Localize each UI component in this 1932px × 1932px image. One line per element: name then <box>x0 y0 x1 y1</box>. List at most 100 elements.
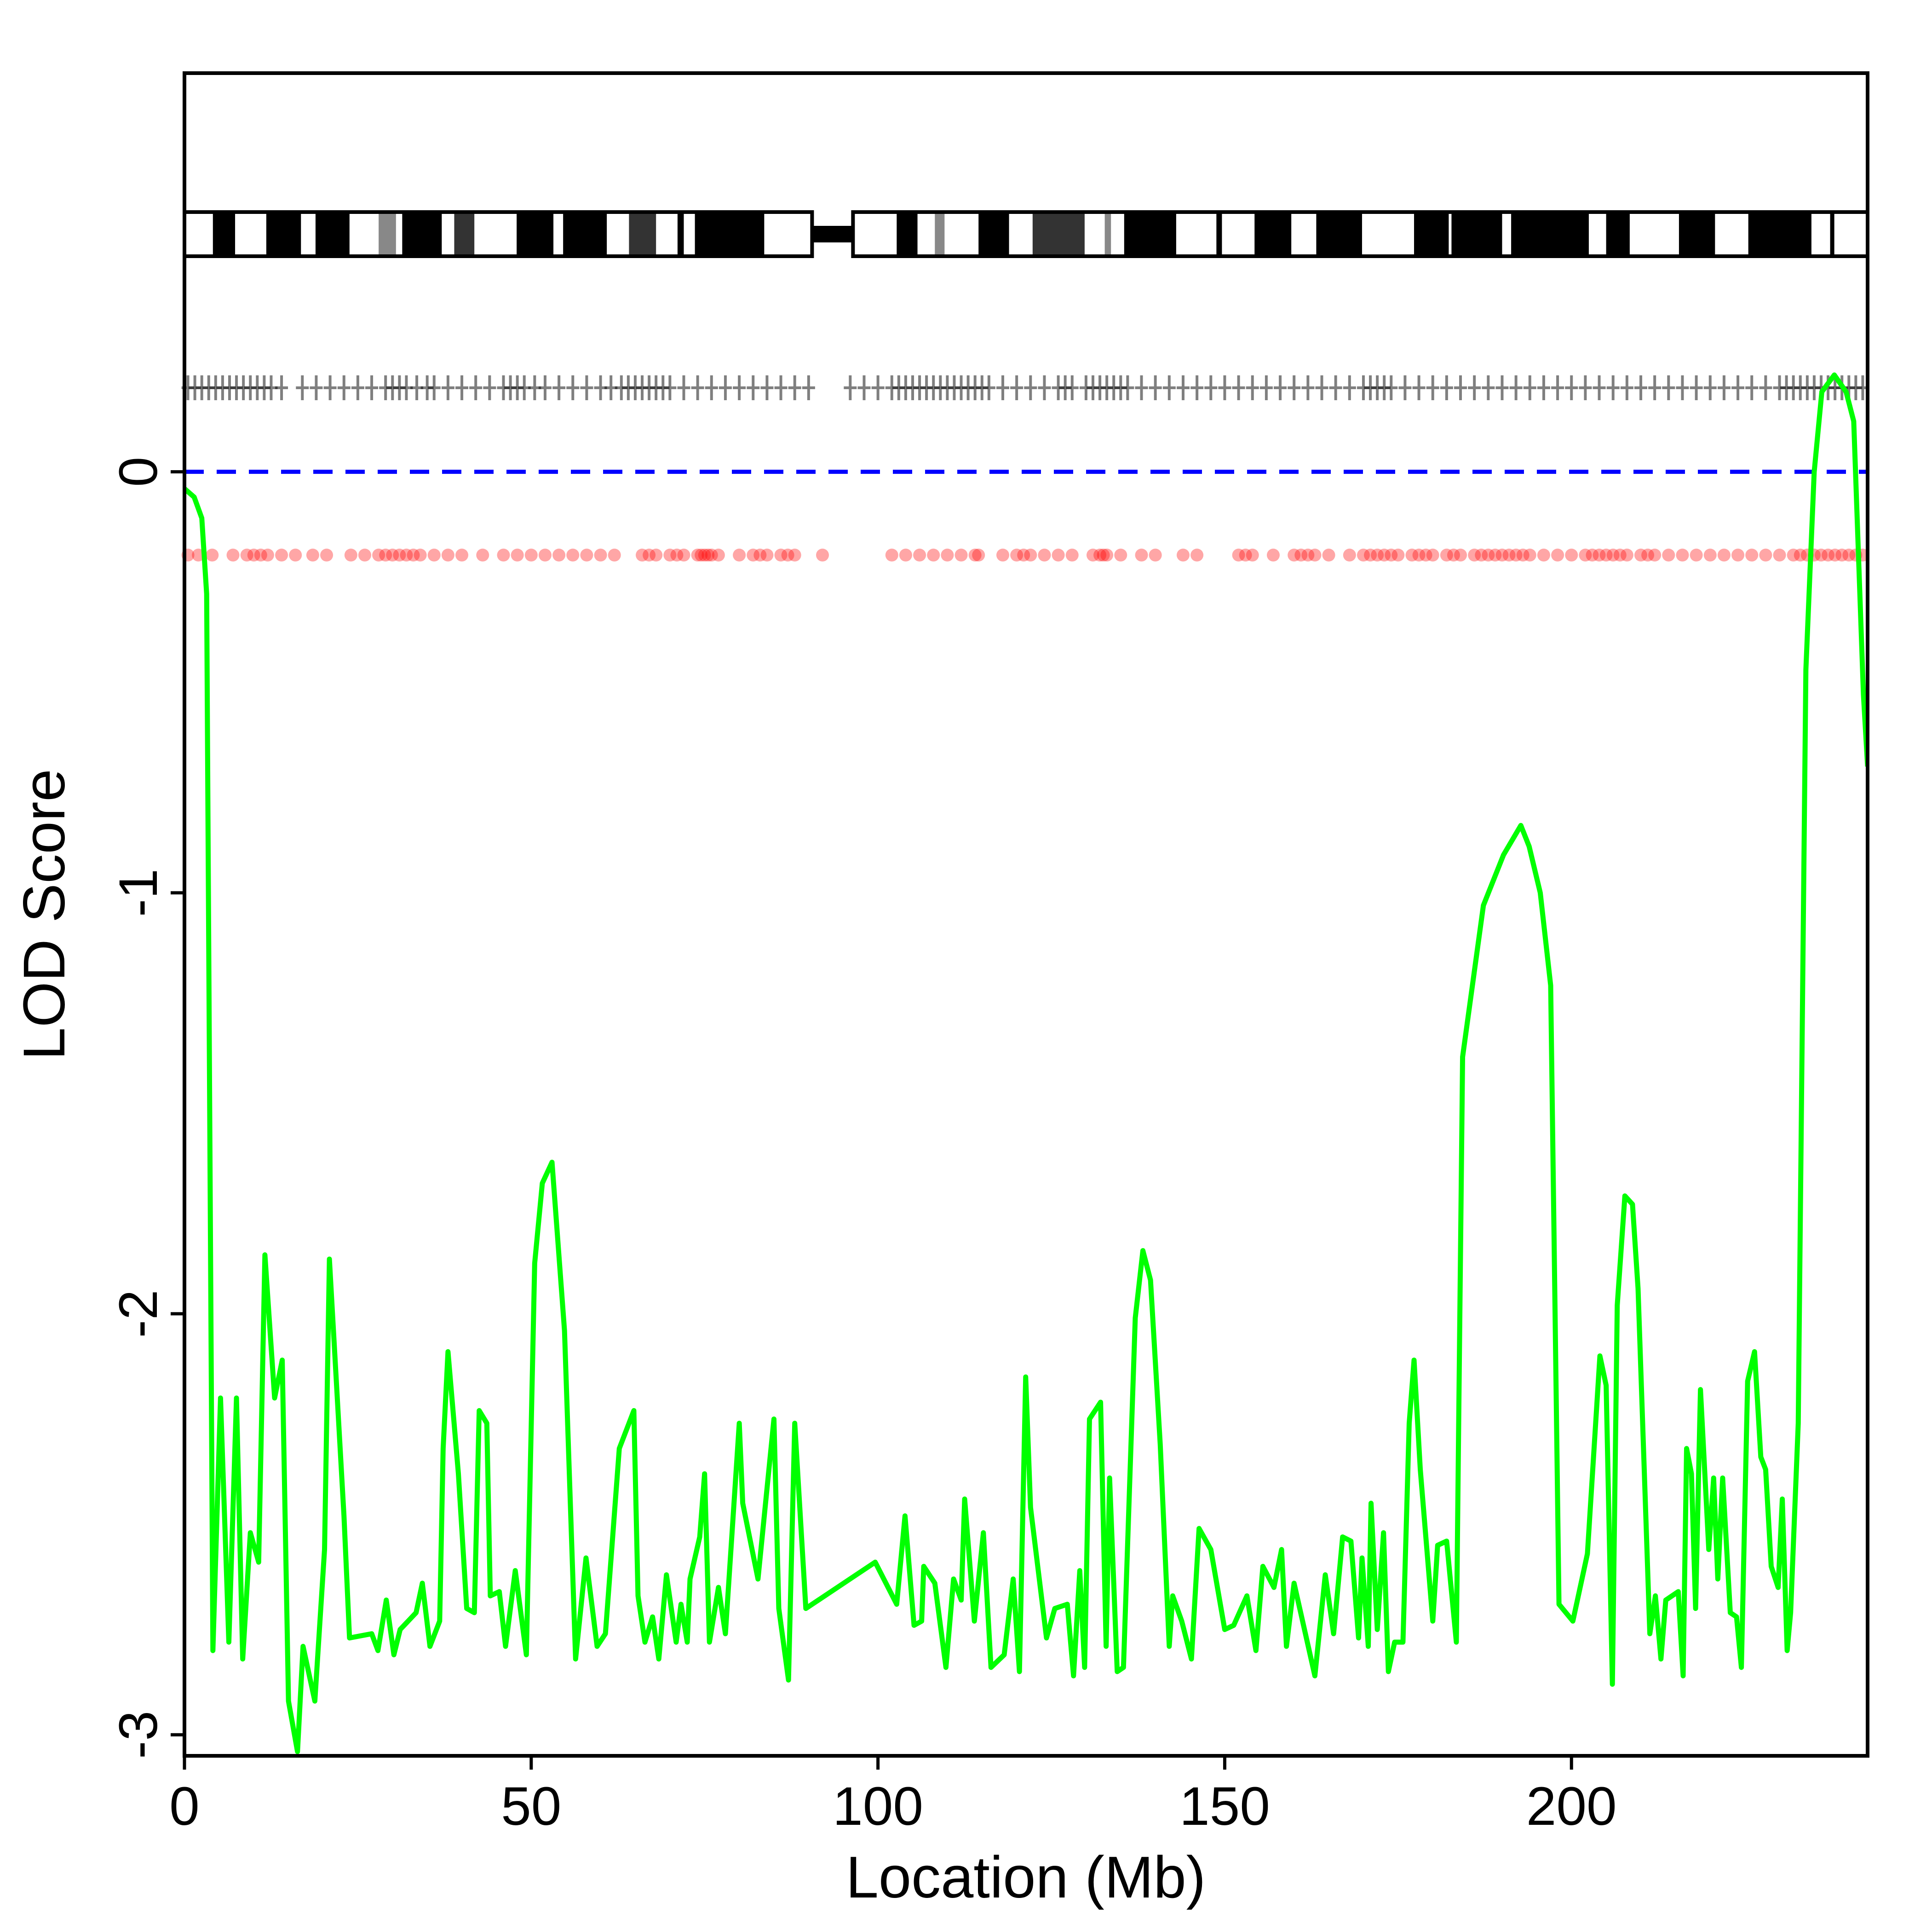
snp <box>712 548 725 562</box>
marker <box>469 375 483 400</box>
marker <box>1315 375 1328 400</box>
snp <box>691 548 704 562</box>
marker <box>1232 375 1245 400</box>
marker <box>1703 375 1717 400</box>
marker <box>441 375 454 400</box>
snp <box>1495 548 1509 562</box>
marker <box>566 375 580 400</box>
snp <box>1731 548 1745 562</box>
snp <box>1606 548 1620 562</box>
marker <box>774 375 788 400</box>
marker <box>365 375 379 400</box>
marker <box>1024 375 1037 400</box>
snp <box>344 548 357 562</box>
snp <box>1412 548 1426 562</box>
centromere <box>812 226 853 242</box>
snp <box>702 548 715 562</box>
snp <box>1052 548 1065 562</box>
snp <box>566 548 580 562</box>
snp <box>497 548 510 562</box>
marker <box>802 375 815 400</box>
marker <box>337 375 351 400</box>
marker <box>1246 375 1259 400</box>
snp <box>1509 548 1523 562</box>
marker <box>857 375 871 400</box>
snp <box>1787 548 1800 562</box>
snp <box>1482 548 1495 562</box>
marker <box>760 375 774 400</box>
marker <box>1398 375 1412 400</box>
snp <box>1551 548 1564 562</box>
ideogram-band <box>379 212 396 256</box>
snp <box>1038 548 1051 562</box>
snp <box>968 548 982 562</box>
ideogram-band <box>402 212 442 256</box>
snp <box>1599 548 1613 562</box>
snp <box>670 548 684 562</box>
snp <box>320 548 334 562</box>
snp <box>1017 548 1030 562</box>
marker <box>552 375 566 400</box>
snp <box>1392 548 1405 562</box>
marker <box>1204 375 1218 400</box>
snp <box>643 548 656 562</box>
marker <box>1343 375 1356 400</box>
snp <box>650 548 663 562</box>
snp <box>1065 548 1079 562</box>
marker <box>1065 375 1079 400</box>
snp <box>1447 548 1460 562</box>
marker <box>871 375 885 400</box>
snp <box>358 548 371 562</box>
marker <box>1454 375 1467 400</box>
snp <box>1301 548 1315 562</box>
snp <box>240 548 253 562</box>
marker <box>996 375 1009 400</box>
marker <box>1676 375 1689 400</box>
snp <box>1288 548 1301 562</box>
snp <box>695 548 708 562</box>
snp <box>1232 548 1245 562</box>
marker <box>1523 375 1536 400</box>
snp <box>1246 548 1259 562</box>
marker <box>1579 375 1592 400</box>
ideogram-band <box>629 212 656 256</box>
snp <box>885 548 898 562</box>
plot-frame <box>183 71 1869 1758</box>
marker <box>1440 375 1453 400</box>
snp <box>1010 548 1024 562</box>
snp <box>705 548 718 562</box>
ideogram-band <box>1511 212 1589 256</box>
marker <box>1662 375 1675 400</box>
marker <box>1218 375 1231 400</box>
snp <box>538 548 552 562</box>
x-tick-label: 200 <box>1526 1776 1617 1837</box>
snp <box>753 548 767 562</box>
marker <box>1620 375 1633 400</box>
ideogram-band <box>1606 212 1630 256</box>
snp <box>511 548 524 562</box>
snp <box>400 548 413 562</box>
snp <box>1676 548 1689 562</box>
marker <box>455 375 469 400</box>
x-tick-label: 0 <box>169 1776 200 1837</box>
snp <box>1266 548 1280 562</box>
snp <box>1759 548 1772 562</box>
snp <box>1717 548 1731 562</box>
snp <box>781 548 794 562</box>
snp <box>1294 548 1308 562</box>
snp <box>275 548 288 562</box>
snp <box>1343 548 1356 562</box>
snp <box>816 548 829 562</box>
snp <box>774 548 788 562</box>
snp <box>455 548 469 562</box>
ideogram-band <box>1830 212 1834 256</box>
snp <box>1586 548 1599 562</box>
snp <box>1579 548 1592 562</box>
snp <box>954 548 968 562</box>
marker <box>1301 375 1315 400</box>
snp <box>677 548 690 562</box>
marker <box>1259 375 1273 400</box>
snp <box>476 548 489 562</box>
ideogram-band <box>695 212 765 256</box>
snp <box>941 548 954 562</box>
